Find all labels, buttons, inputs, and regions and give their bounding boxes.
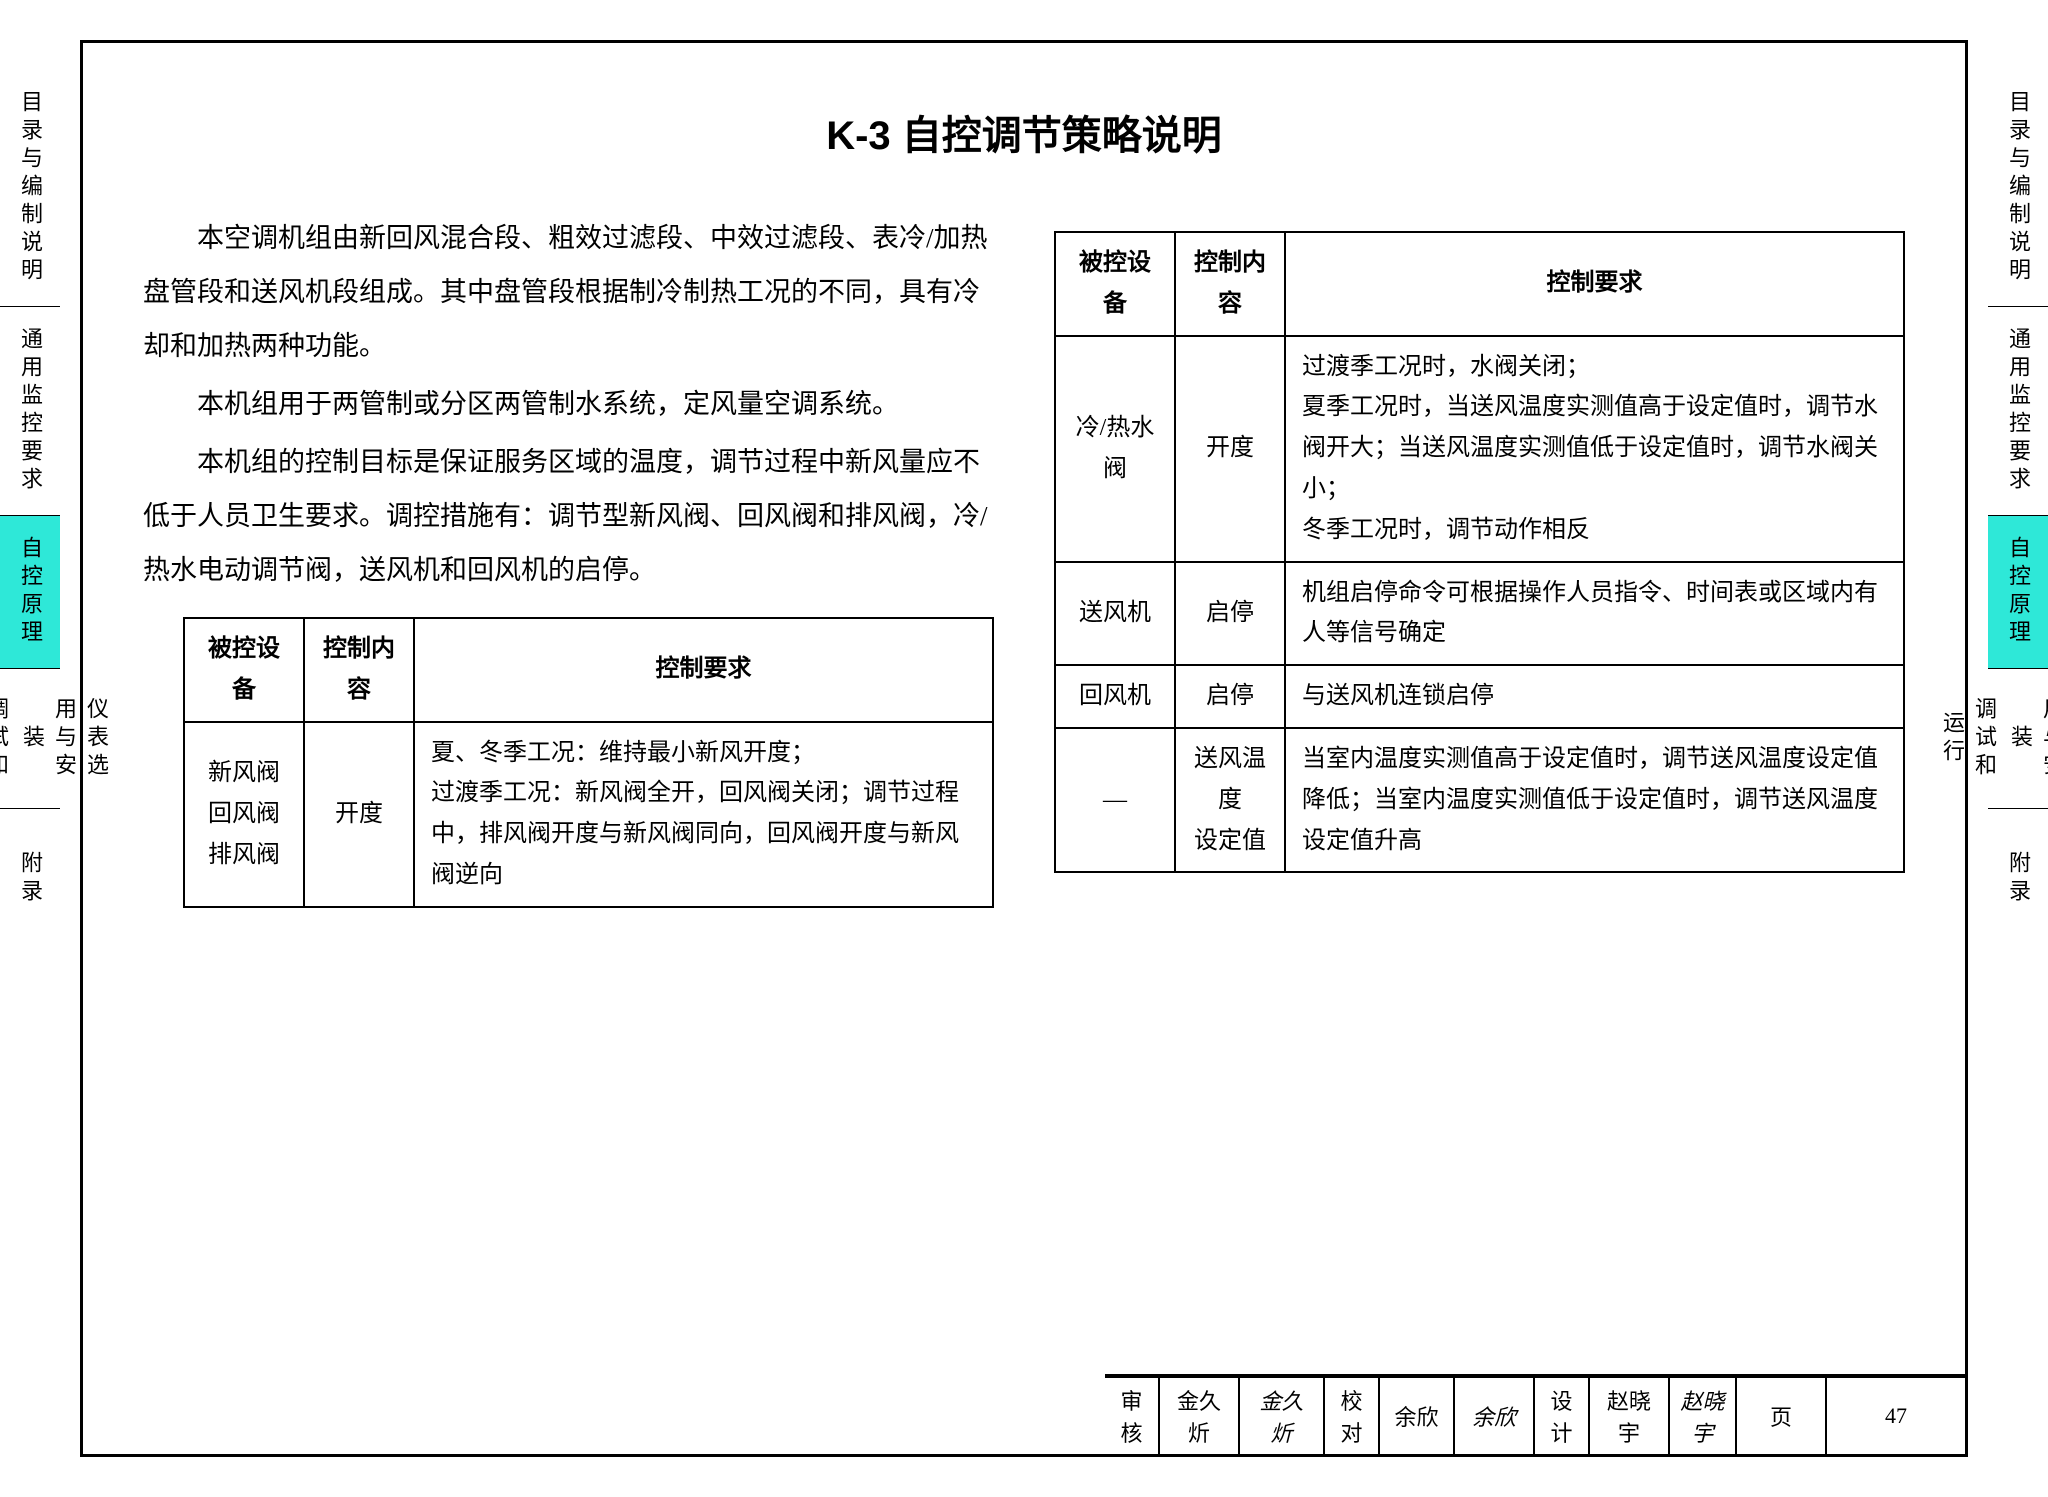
left-row1-req: 夏、冬季工况：维持最小新风开度； 过渡季工况：新风阀全开，回风阀关闭；调节过程中… — [414, 722, 993, 907]
tab-control-principle-r[interactable]: 自控原理 — [1988, 516, 2048, 669]
design-name: 赵晓宇 — [1590, 1378, 1670, 1454]
th-content: 控制内容 — [304, 618, 414, 722]
check-name: 余欣 — [1380, 1378, 1455, 1454]
left-content: 本空调机组由新回风混合段、粗效过滤段、中效过滤段、表冷/加热盘管段和送风机段组成… — [143, 211, 994, 1454]
left-row1-content: 开度 — [304, 722, 414, 907]
right-control-table: 被控设备 控制内容 控制要求 冷/热水阀 开度 过渡季工况时，水阀关闭； 夏季工… — [1054, 231, 1905, 873]
tab-instrument-label-r: 仪表选用与安装 — [2004, 689, 2048, 788]
review-sig: 金久炘 — [1240, 1378, 1325, 1454]
check-label: 校对 — [1325, 1378, 1380, 1454]
main-frame: K-3 自控调节策略说明 本空调机组由新回风混合段、粗效过滤段、中效过滤段、表冷… — [80, 40, 1968, 1457]
tab-general-req[interactable]: 通用监控要求 — [0, 307, 60, 516]
right-row3-req: 与送风机连锁启停 — [1285, 665, 1904, 728]
right-row4-content: 送风温度 设定值 — [1175, 728, 1285, 872]
th-device-r: 被控设备 — [1055, 232, 1175, 336]
right-row1-req: 过渡季工况时，水阀关闭； 夏季工况时，当送风温度实测值高于设定值时，调节水阀开大… — [1285, 336, 1904, 562]
tab-general-req-r[interactable]: 通用监控要求 — [1988, 307, 2048, 516]
th-content-r: 控制内容 — [1175, 232, 1285, 336]
right-row1-content: 开度 — [1175, 336, 1285, 562]
content-area: 本空调机组由新回风混合段、粗效过滤段、中效过滤段、表冷/加热盘管段和送风机段组成… — [143, 211, 1905, 1454]
tab-instrument-commissioning[interactable]: 调试和运行 仪表选用与安装 — [0, 669, 60, 809]
th-device: 被控设备 — [184, 618, 304, 722]
title-block: K-3自控调节策略说明 图集号 17K803 页 47 审核 金久炘 金久炘 校… — [1105, 1374, 1965, 1454]
review-name: 金久炘 — [1160, 1378, 1240, 1454]
tab-toc-r[interactable]: 目录与编制说明 — [1988, 70, 2048, 307]
design-label: 设计 — [1535, 1378, 1590, 1454]
left-row1-device: 新风阀 回风阀 排风阀 — [184, 722, 304, 907]
tab-appendix[interactable]: 附录 — [0, 809, 60, 949]
right-side-tabs: 目录与编制说明 通用监控要求 自控原理 调试和运行 仪表选用与安装 附录 — [1988, 0, 2048, 1497]
tab-appendix-r[interactable]: 附录 — [1988, 809, 2048, 949]
right-row2-req: 机组启停命令可根据操作人员指令、时间表或区域内有人等信号确定 — [1285, 562, 1904, 666]
right-row3-content: 启停 — [1175, 665, 1285, 728]
page-value-bottom: 47 — [1827, 1378, 1965, 1454]
paragraph-3: 本机组的控制目标是保证服务区域的温度，调节过程中新风量应不低于人员卫生要求。调控… — [143, 435, 994, 597]
th-requirement: 控制要求 — [414, 618, 993, 722]
review-label: 审核 — [1105, 1378, 1160, 1454]
page-label-bottom: 页 — [1737, 1378, 1827, 1454]
left-control-table: 被控设备 控制内容 控制要求 新风阀 回风阀 排风阀 开度 夏、冬季工况：维持最… — [183, 617, 994, 908]
right-row4-req: 当室内温度实测值高于设定值时，调节送风温度设定值降低；当室内温度实测值低于设定值… — [1285, 728, 1904, 872]
th-requirement-r: 控制要求 — [1285, 232, 1904, 336]
tab-toc[interactable]: 目录与编制说明 — [0, 70, 60, 307]
tab-commissioning-label: 调试和运行 — [0, 689, 12, 788]
check-sig: 余欣 — [1455, 1378, 1535, 1454]
right-row2-content: 启停 — [1175, 562, 1285, 666]
tab-instrument-commissioning-r[interactable]: 调试和运行 仪表选用与安装 — [1988, 669, 2048, 809]
tab-control-principle[interactable]: 自控原理 — [0, 516, 60, 669]
left-side-tabs: 目录与编制说明 通用监控要求 自控原理 调试和运行 仪表选用与安装 附录 — [0, 0, 60, 1497]
paragraph-2: 本机组用于两管制或分区两管制水系统，定风量空调系统。 — [143, 377, 994, 431]
design-sig: 赵晓宇 — [1670, 1378, 1737, 1454]
right-row3-device: 回风机 — [1055, 665, 1175, 728]
right-content: 被控设备 控制内容 控制要求 冷/热水阀 开度 过渡季工况时，水阀关闭； 夏季工… — [1054, 211, 1905, 1454]
right-row2-device: 送风机 — [1055, 562, 1175, 666]
right-row4-device: — — [1055, 728, 1175, 872]
right-row1-device: 冷/热水阀 — [1055, 336, 1175, 562]
page-title: K-3 自控调节策略说明 — [143, 103, 1905, 161]
paragraph-1: 本空调机组由新回风混合段、粗效过滤段、中效过滤段、表冷/加热盘管段和送风机段组成… — [143, 211, 994, 373]
